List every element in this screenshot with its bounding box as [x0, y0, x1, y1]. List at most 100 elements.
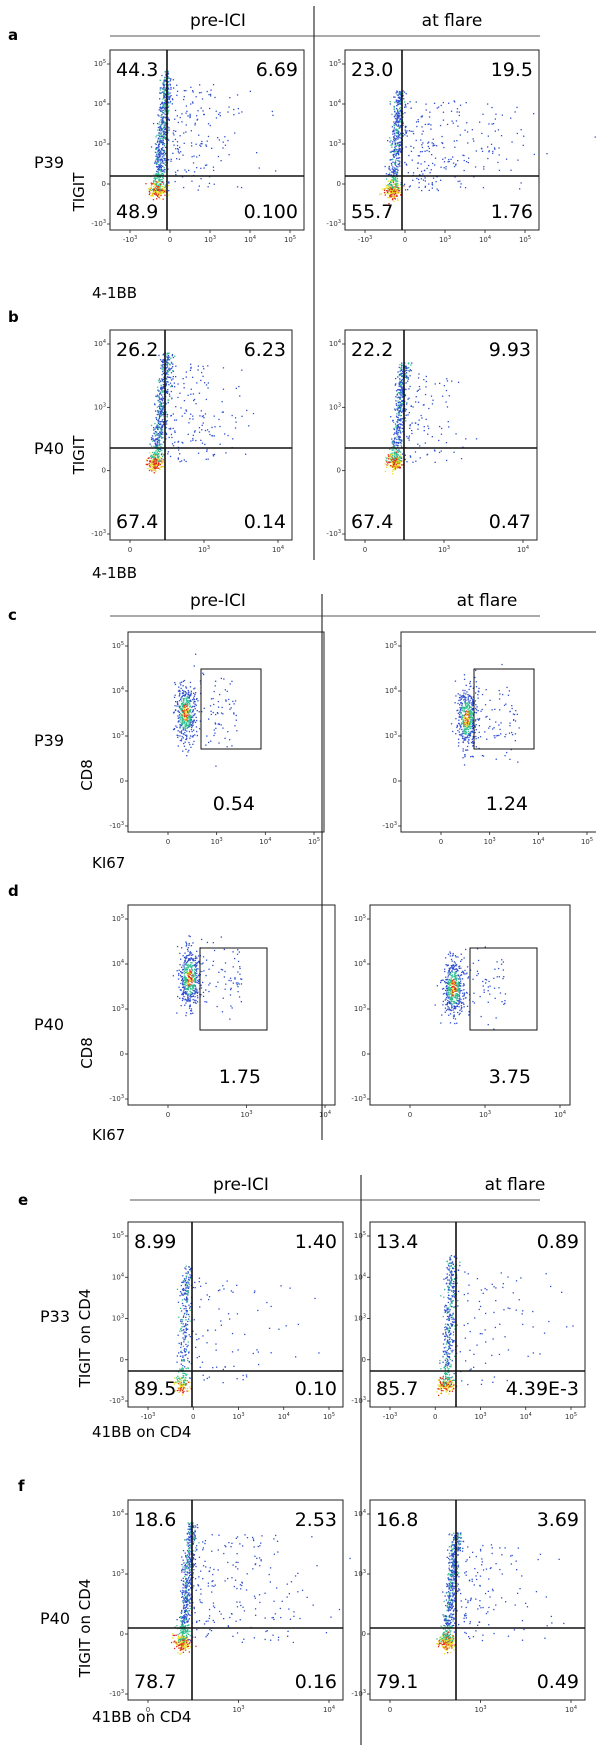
event-dot	[446, 406, 449, 408]
y-tick-label: 104	[329, 99, 341, 108]
event-dot	[399, 393, 401, 395]
event-dot	[157, 453, 159, 455]
event-dot	[161, 455, 164, 458]
event-dot	[462, 741, 464, 744]
event-dot	[427, 142, 429, 144]
event-dot	[237, 982, 239, 984]
event-dot	[467, 161, 469, 164]
event-dot	[185, 460, 187, 463]
event-dot	[159, 151, 161, 154]
event-dot	[463, 678, 466, 680]
event-dot	[466, 724, 469, 726]
event-dot	[467, 741, 469, 743]
event-dot	[159, 142, 161, 144]
event-dot	[188, 977, 190, 979]
event-dot	[455, 120, 458, 122]
event-dot	[395, 404, 398, 407]
event-dot	[431, 187, 433, 189]
event-dot	[391, 188, 393, 191]
event-dot	[478, 731, 480, 733]
event-dot	[459, 716, 461, 718]
event-dot	[174, 171, 177, 173]
event-dot	[494, 148, 496, 150]
event-dot	[399, 157, 401, 159]
event-dot	[184, 727, 187, 730]
event-dot	[396, 438, 398, 441]
event-dot	[398, 160, 400, 162]
event-dot	[397, 400, 399, 402]
event-dot	[182, 977, 184, 980]
event-dot	[396, 125, 399, 127]
event-dot	[462, 720, 465, 723]
event-dot	[390, 466, 392, 468]
event-dot	[391, 180, 393, 182]
event-dot	[499, 728, 501, 731]
event-dot	[159, 393, 161, 395]
event-dot	[163, 414, 165, 416]
event-dot	[167, 87, 169, 89]
event-dot	[196, 115, 198, 117]
event-dot	[160, 189, 162, 192]
event-dot	[455, 695, 457, 697]
event-dot	[193, 700, 195, 702]
event-dot	[461, 706, 463, 708]
event-dot	[159, 153, 161, 155]
event-dot	[167, 359, 169, 361]
event-dot	[170, 390, 172, 393]
event-dot	[188, 701, 190, 704]
event-dot	[200, 107, 202, 109]
event-dot	[459, 704, 461, 706]
event-dot	[156, 426, 158, 428]
event-dot	[419, 151, 422, 153]
event-dot	[186, 700, 188, 702]
event-dot	[460, 458, 463, 460]
event-dot	[234, 417, 237, 419]
event-dot	[468, 739, 470, 741]
event-dot	[161, 424, 163, 426]
event-dot	[190, 965, 192, 967]
event-dot	[442, 395, 444, 397]
event-dot	[193, 698, 195, 701]
event-dot	[508, 690, 510, 692]
event-dot	[184, 984, 186, 986]
event-dot	[489, 699, 491, 701]
event-dot	[405, 420, 407, 422]
event-dot	[233, 108, 235, 111]
event-dot	[396, 413, 398, 415]
event-dot	[186, 697, 188, 699]
event-dot	[390, 416, 392, 418]
event-dot	[184, 992, 186, 994]
event-dot	[193, 697, 195, 699]
event-dot	[423, 169, 426, 172]
x-axis-label: KI67	[92, 854, 125, 872]
event-dot	[192, 437, 194, 440]
event-dot	[181, 121, 183, 123]
event-dot	[489, 725, 491, 728]
event-dot	[205, 458, 207, 460]
event-dot	[402, 375, 404, 377]
event-dot	[157, 188, 159, 190]
event-dot	[157, 411, 159, 413]
event-dot	[392, 190, 394, 192]
event-dot	[400, 369, 402, 371]
event-dot	[411, 362, 413, 364]
event-dot	[198, 92, 201, 94]
event-dot	[394, 451, 396, 453]
event-dot	[392, 457, 394, 459]
event-dot	[184, 968, 186, 970]
event-dot	[196, 989, 198, 991]
event-dot	[394, 101, 396, 104]
event-dot	[398, 125, 401, 127]
event-dot	[405, 408, 407, 411]
event-dot	[408, 439, 410, 441]
event-dot	[163, 376, 165, 378]
event-dot	[181, 984, 184, 986]
event-dot	[176, 158, 178, 160]
event-dot	[179, 392, 181, 394]
event-dot	[185, 967, 187, 969]
event-dot	[168, 77, 170, 79]
event-dot	[146, 460, 148, 462]
event-dot	[397, 434, 399, 436]
event-dot	[165, 74, 167, 76]
